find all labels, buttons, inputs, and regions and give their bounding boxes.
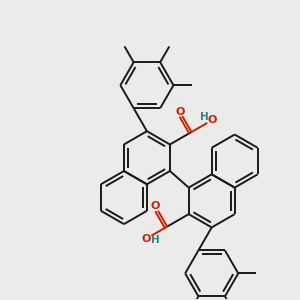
Text: H: H	[151, 236, 160, 245]
Text: O: O	[142, 234, 151, 244]
Text: O: O	[151, 202, 160, 212]
Text: O: O	[208, 115, 217, 125]
Text: H: H	[200, 112, 208, 122]
Text: O: O	[175, 107, 184, 117]
